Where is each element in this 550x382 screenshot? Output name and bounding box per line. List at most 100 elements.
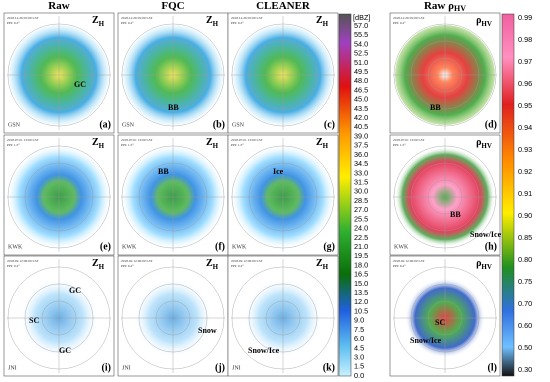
- annotation: BB: [158, 167, 169, 176]
- annotation: Snow: [198, 326, 217, 335]
- colorbar-label: 12.0: [354, 297, 368, 306]
- colorbar-label: 0.95: [518, 101, 532, 110]
- panel-letter: (d): [485, 119, 497, 130]
- ppi: PPI: 0.2°: [231, 21, 244, 25]
- var-sub: H: [213, 263, 219, 271]
- var-sub: H: [323, 142, 329, 150]
- colorbar-label: 18.0: [354, 260, 368, 269]
- colorbar-label: 46.5: [354, 85, 368, 94]
- colorbar-label: 22.5: [354, 233, 368, 242]
- variable: ZH: [316, 137, 329, 149]
- ppi: PPI: 0.2°: [231, 264, 244, 268]
- timestamp: 2018.07.01 13:00 LST: [231, 138, 264, 142]
- panel-letter: (i): [102, 362, 111, 373]
- annotation: SC: [435, 318, 445, 327]
- var-text: Z: [206, 258, 213, 269]
- ppi: PPI: 1.5°: [393, 143, 406, 147]
- annotation: BB: [450, 210, 461, 219]
- var-text: ρ: [476, 137, 481, 148]
- variable: ZH: [92, 258, 105, 270]
- header-sub: HV: [454, 4, 466, 13]
- var-sub: H: [99, 20, 105, 28]
- variable: ρHV: [476, 258, 492, 270]
- panel-letter: (b): [213, 119, 225, 130]
- colorbar-label: 16.5: [354, 270, 368, 279]
- var-text: ρ: [476, 258, 481, 269]
- timestamp: 2018.12.26 05:00 LST: [7, 16, 40, 20]
- colorbar-label: 54.0: [354, 39, 368, 48]
- var-sub: H: [213, 20, 219, 28]
- colorbar-label: 0.96: [518, 79, 532, 88]
- colorbar-label: 7.5: [354, 325, 364, 334]
- ppi: PPI: 0.2°: [393, 264, 406, 268]
- colorbar-label: 45.0: [354, 95, 368, 104]
- panel-letter: (h): [485, 241, 497, 252]
- site: GSN: [232, 122, 245, 128]
- colorbar-label: 4.5: [354, 343, 364, 352]
- colorbar-label: 30.0: [354, 187, 368, 196]
- column-header: Raw: [48, 0, 69, 12]
- timestamp: 2018.02.12 06:00 LST: [121, 259, 154, 263]
- timestamp: 2018.07.01 13:00 LST: [393, 138, 426, 142]
- site: KWK: [8, 244, 23, 250]
- variable: ρHV: [476, 15, 492, 27]
- colorbar-z: [338, 13, 352, 377]
- colorbar-label: 0.0: [354, 371, 364, 380]
- colorbar-label: 0.99: [518, 13, 532, 22]
- panel-letter: (c): [324, 119, 335, 130]
- colorbar-label: 55.5: [354, 30, 368, 39]
- var-sub: H: [323, 20, 329, 28]
- colorbar-label: 0.92: [518, 167, 532, 176]
- colorbar-label: 33.0: [354, 168, 368, 177]
- timestamp: 2018.12.26 05:00 LST: [393, 16, 426, 20]
- colorbar-label: 57.0: [354, 21, 368, 30]
- var-sub: HV: [481, 263, 492, 271]
- annotation: BB: [168, 103, 179, 112]
- ppi: PPI: 1.5°: [7, 143, 20, 147]
- colorbar-label: 0.85: [518, 233, 532, 242]
- site: GSN: [8, 122, 21, 128]
- colorbar-label: 43.5: [354, 104, 368, 113]
- colorbar-label: 0.50: [518, 343, 532, 352]
- variable: ZH: [206, 258, 219, 270]
- colorbar-label: 0.80: [518, 255, 532, 264]
- colorbar-label: 25.5: [354, 214, 368, 223]
- column-header: CLEANER: [256, 0, 311, 12]
- variable: ZH: [316, 258, 329, 270]
- timestamp: 2018.07.01 13:00 LST: [7, 138, 40, 142]
- panel-letter: (g): [323, 241, 335, 252]
- colorbar-label: 39.0: [354, 131, 368, 140]
- var-text: Z: [316, 15, 323, 26]
- colorbar-label: 52.5: [354, 49, 368, 58]
- annotation: GC: [74, 80, 86, 89]
- colorbar-label: 19.5: [354, 251, 368, 260]
- ppi: PPI: 0.2°: [393, 21, 406, 25]
- var-text: Z: [92, 137, 99, 148]
- var-text: Z: [206, 137, 213, 148]
- var-text: Z: [316, 258, 323, 269]
- annotation: Ice: [273, 167, 284, 176]
- annotation: BB: [430, 103, 441, 112]
- panel-letter: (a): [99, 119, 111, 130]
- annotation: GC: [69, 286, 81, 295]
- var-text: Z: [206, 15, 213, 26]
- colorbar-label: 48.0: [354, 76, 368, 85]
- site: JNI: [122, 365, 131, 371]
- annotation: Snow/Ice: [470, 230, 502, 239]
- colorbar-label: 0.91: [518, 189, 532, 198]
- var-text: Z: [92, 258, 99, 269]
- var-sub: H: [323, 263, 329, 271]
- variable: ρHV: [476, 137, 492, 149]
- header-text: Raw: [48, 0, 69, 12]
- variable: ZH: [92, 137, 105, 149]
- var-text: ρ: [476, 15, 481, 26]
- ppi: PPI: 0.2°: [7, 264, 20, 268]
- colorbar-label: 0.97: [518, 57, 532, 66]
- colorbar-label: 6.0: [354, 334, 364, 343]
